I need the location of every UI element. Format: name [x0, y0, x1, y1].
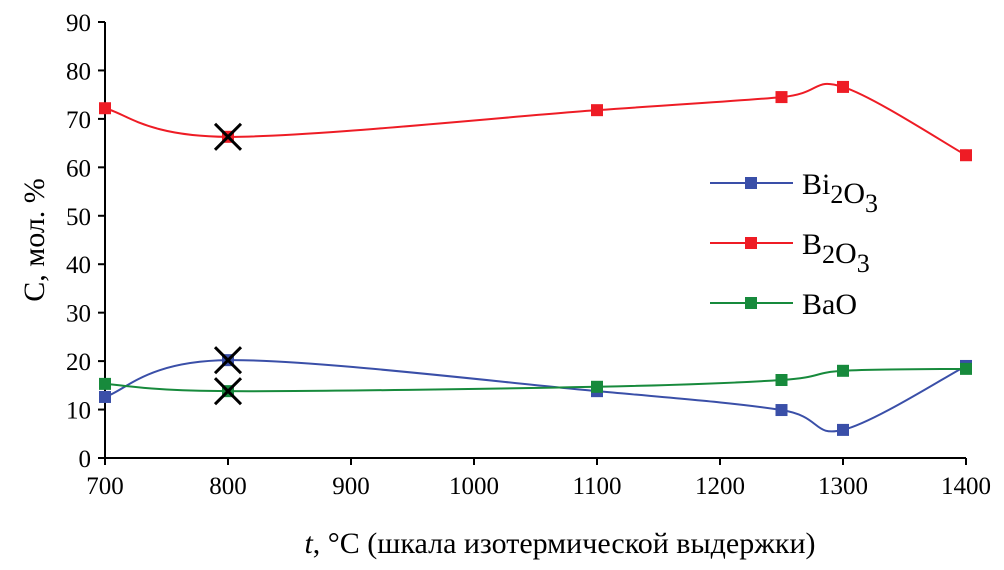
y-tick-label: 10: [66, 398, 91, 425]
data-point-BaO: [591, 380, 603, 393]
y-axis-label: C, мол. %: [18, 178, 51, 302]
cross-marker: [213, 377, 243, 406]
data-point-B2O3: [837, 80, 849, 93]
x-tick-label: 1100: [572, 473, 621, 500]
y-tick-label: 90: [66, 10, 91, 37]
y-tick-label: 40: [66, 252, 91, 279]
plot-area: 700 800 900 1000 1100 1200 1300 1400 0 10 20 30 40 50…: [66, 10, 991, 500]
data-point-B2O3: [960, 149, 972, 162]
x-tick-label: 1200: [695, 473, 745, 500]
x-axis-label: t, °C (шкала изотермической выдержки): [304, 527, 815, 560]
y-tick-label: 80: [66, 58, 91, 85]
data-point-Bi2O3: [99, 390, 111, 403]
legend-marker-BaO: [745, 297, 757, 309]
series-line-BaO: [104, 367, 967, 393]
y-tick-label: 30: [66, 301, 91, 328]
data-point-B2O3: [99, 102, 111, 115]
data-point-BaO: [837, 364, 849, 377]
legend-label-BaO: BaO: [802, 288, 857, 321]
data-point-B2O3: [591, 104, 603, 117]
legend-marker-B2O3: [745, 237, 757, 249]
legend-label-Bi2O3: Bi2O3: [802, 168, 878, 218]
data-point-BaO: [775, 374, 788, 387]
data-point-Bi2O3: [775, 404, 788, 417]
legend-marker-Bi2O3: [745, 177, 757, 189]
data-point-Bi2O3: [837, 423, 849, 436]
x-tick-label: 800: [209, 473, 247, 500]
x-tick-label: 900: [332, 473, 370, 500]
cross-marker: [213, 122, 243, 151]
y-tick-label: 0: [79, 446, 92, 473]
x-tick-label: 1000: [449, 473, 499, 500]
data-point-BaO: [960, 362, 972, 375]
x-tick-label: 1400: [941, 473, 991, 500]
y-tick-label: 20: [66, 349, 91, 376]
y-tick-label: 50: [66, 204, 91, 231]
data-point-B2O3: [775, 91, 788, 104]
cross-marker: [213, 346, 243, 375]
y-tick-label: 70: [66, 107, 91, 134]
x-tick-label: 1300: [818, 473, 868, 500]
y-tick-label: 60: [66, 155, 91, 182]
x-tick-label: 700: [86, 473, 124, 500]
legend-label-B2O3: B2O3: [802, 228, 870, 278]
data-point-BaO: [99, 377, 111, 390]
